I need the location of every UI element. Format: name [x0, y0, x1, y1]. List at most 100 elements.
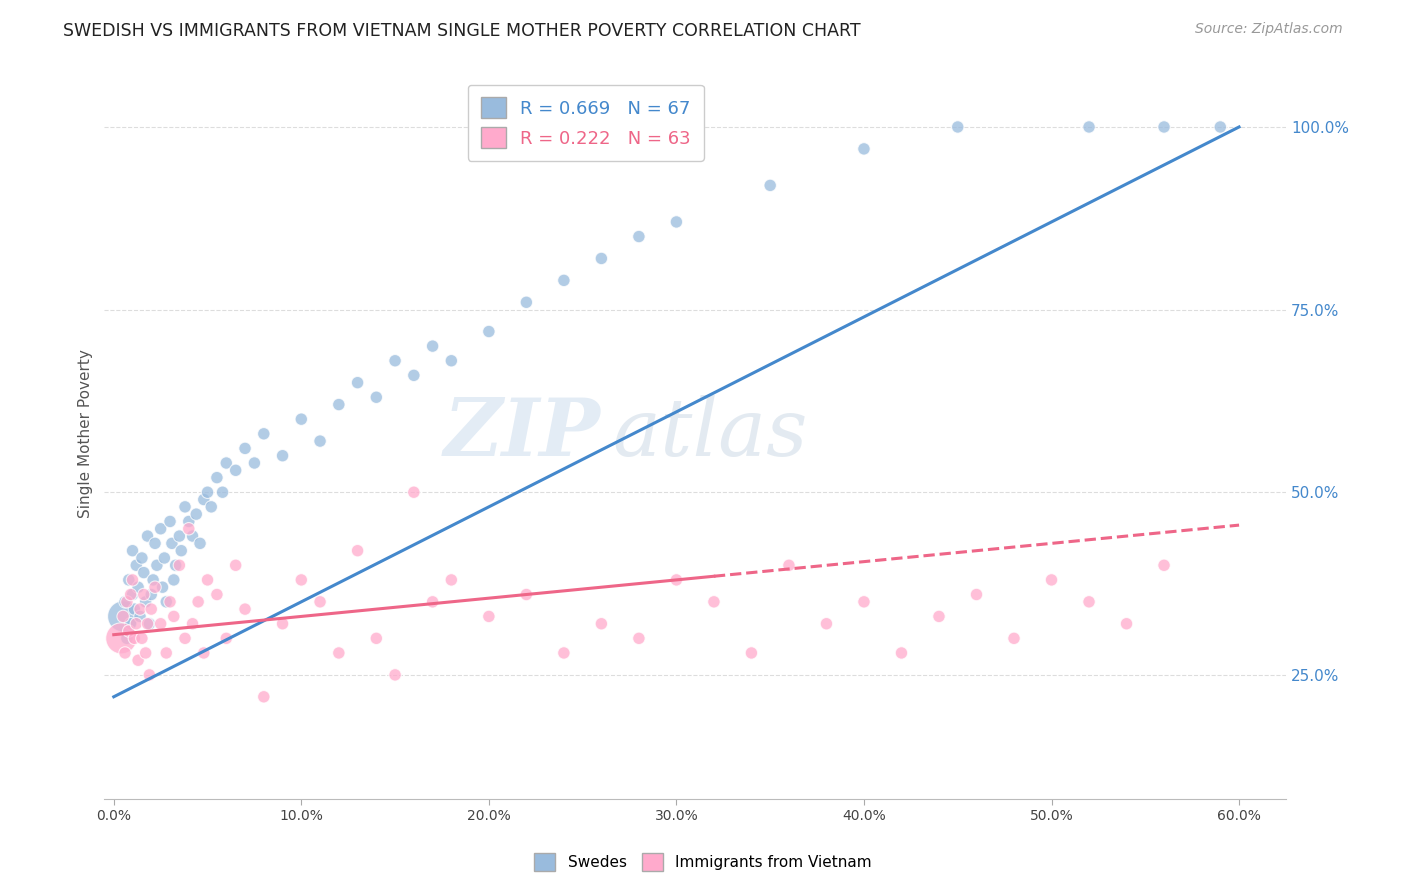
Point [181, 529, 204, 543]
Point [253, 426, 276, 441]
Text: ZIP: ZIP [444, 395, 600, 473]
Point [211, 485, 233, 500]
Point [127, 580, 149, 594]
Point [159, 515, 181, 529]
Point [1153, 558, 1175, 573]
Point [131, 551, 153, 566]
Point [233, 442, 256, 456]
Point [200, 500, 222, 514]
Point [890, 646, 912, 660]
Point [928, 609, 950, 624]
Point [165, 558, 187, 573]
Point [366, 390, 388, 404]
Point [118, 573, 141, 587]
Point [197, 485, 219, 500]
Point [141, 587, 163, 601]
Legend: Swedes, Immigrants from Vietnam: Swedes, Immigrants from Vietnam [527, 847, 879, 877]
Point [1209, 120, 1232, 134]
Point [155, 595, 177, 609]
Point [402, 368, 425, 383]
Point [271, 449, 294, 463]
Point [478, 325, 501, 339]
Point [121, 573, 143, 587]
Point [665, 215, 688, 229]
Point [143, 536, 166, 550]
Point [149, 616, 172, 631]
Point [114, 595, 136, 609]
Point [328, 398, 350, 412]
Point [125, 558, 148, 573]
Point [181, 616, 204, 631]
Point [591, 616, 613, 631]
Point [159, 595, 181, 609]
Point [627, 632, 650, 646]
Point [125, 616, 148, 631]
Point [205, 470, 228, 484]
Point [132, 587, 155, 601]
Point [422, 339, 444, 353]
Point [120, 616, 142, 631]
Point [553, 273, 575, 287]
Point [114, 646, 136, 660]
Point [1002, 632, 1025, 646]
Point [225, 463, 247, 477]
Point [174, 500, 197, 514]
Point [186, 507, 208, 521]
Point [141, 602, 163, 616]
Point [215, 632, 238, 646]
Point [627, 229, 650, 244]
Point [346, 376, 368, 390]
Point [138, 616, 160, 631]
Point [1078, 595, 1101, 609]
Point [384, 353, 406, 368]
Point [169, 558, 191, 573]
Point [115, 632, 138, 646]
Point [966, 587, 988, 601]
Text: SWEDISH VS IMMIGRANTS FROM VIETNAM SINGLE MOTHER POVERTY CORRELATION CHART: SWEDISH VS IMMIGRANTS FROM VIETNAM SINGL… [63, 22, 860, 40]
Point [120, 587, 142, 601]
Point [440, 573, 463, 587]
Point [422, 595, 444, 609]
Point [163, 609, 186, 624]
Point [271, 616, 294, 631]
Point [1115, 616, 1137, 631]
Point [193, 492, 215, 507]
Point [193, 646, 215, 660]
Point [815, 616, 838, 631]
Point [115, 595, 138, 609]
Point [478, 609, 501, 624]
Point [112, 609, 135, 624]
Point [124, 602, 146, 616]
Point [290, 573, 312, 587]
Point [153, 551, 176, 566]
Point [121, 543, 143, 558]
Point [132, 566, 155, 580]
Point [135, 646, 157, 660]
Point [366, 632, 388, 646]
Point [515, 295, 537, 310]
Point [852, 142, 875, 156]
Point [188, 536, 211, 550]
Point [665, 573, 688, 587]
Point [1153, 120, 1175, 134]
Point [138, 668, 160, 682]
Point [290, 412, 312, 426]
Point [515, 587, 537, 601]
Point [155, 646, 177, 660]
Point [309, 434, 332, 449]
Point [129, 602, 152, 616]
Point [1078, 120, 1101, 134]
Point [553, 646, 575, 660]
Point [759, 178, 782, 193]
Point [205, 587, 228, 601]
Point [1040, 573, 1063, 587]
Point [740, 646, 762, 660]
Point [174, 632, 197, 646]
Point [127, 653, 149, 667]
Point [703, 595, 725, 609]
Point [118, 624, 141, 638]
Point [136, 616, 159, 631]
Point [225, 558, 247, 573]
Point [169, 529, 191, 543]
Point [852, 595, 875, 609]
